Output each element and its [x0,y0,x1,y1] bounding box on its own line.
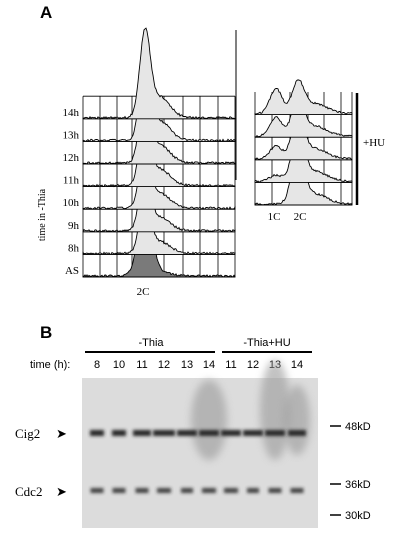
blot-smear [191,380,227,460]
cdc2-band [247,488,259,493]
marker-label-30: 30kD [345,510,371,522]
lane-label: 11 [225,359,236,371]
right-1c-label: 1C [268,211,281,223]
cig2-band [112,430,126,436]
time-label: 13h [63,129,80,141]
time-row-label: time (h): [30,359,70,371]
cig2-band [153,430,175,436]
group-label-thia: -Thia [138,337,164,349]
left-histograms [82,27,236,278]
cdc2-band [135,488,149,493]
lane-label: 8 [94,359,100,371]
panel-b-letter: B [40,323,52,342]
histogram-trace [254,79,353,116]
cig2-band [243,430,263,436]
lane-label: 12 [247,359,259,371]
time-labels: AS 8h 9h 10h 11h 12h 13h 14h [63,107,80,277]
cig2-band [265,430,285,436]
lane-label: 11 [136,359,147,371]
lane-label: 13 [181,359,193,371]
cig2-band [221,430,241,436]
time-label: 10h [63,197,80,209]
lane-label: 14 [291,359,303,371]
arrow-icon: ➤ [56,426,67,441]
group-label-thia-hu: -Thia+HU [243,337,290,349]
cdc2-band [181,488,193,493]
time-label: 9h [68,220,80,232]
histogram-trace [82,54,236,142]
panel-a-letter: A [40,3,52,22]
hu-label: +HU [363,137,385,149]
right-histograms [254,79,353,206]
histogram-trace [82,82,236,165]
blot-smear [283,385,311,455]
blot-bands [90,430,306,493]
histogram-trace [82,27,236,120]
cdc2-band [202,488,216,493]
protein-label-cdc2: Cdc2 [15,484,42,499]
time-label: 8h [68,242,80,254]
marker-label-36: 36kD [345,479,371,491]
cdc2-band [224,488,238,493]
left-2c-label: 2C [137,286,150,298]
histogram-trace [82,197,236,278]
time-label: 14h [63,107,80,119]
cig2-band [177,430,197,436]
cdc2-band [90,488,104,493]
arrow-icon: ➤ [56,484,67,499]
cdc2-band [268,488,282,493]
histogram-trace [82,135,236,210]
lane-label: 14 [203,359,215,371]
time-label: 11h [63,175,80,187]
cig2-band [133,430,151,436]
time-label: AS [65,265,79,277]
cdc2-band [112,488,126,493]
time-axis-label: time in -Thia [37,188,48,241]
protein-label-cig2: Cig2 [15,426,40,441]
marker-label-48: 48kD [345,421,371,433]
cdc2-band [157,488,171,493]
histogram-trace [82,108,236,188]
cig2-band [288,430,306,436]
cig2-band [90,430,104,436]
cig2-band [199,430,219,436]
cdc2-band [290,488,304,493]
histogram-trace [82,162,236,233]
lane-label: 10 [113,359,125,371]
right-2c-label: 2C [294,211,307,223]
lane-label: 12 [158,359,170,371]
histogram-trace [82,188,236,256]
time-label: 12h [63,152,80,164]
